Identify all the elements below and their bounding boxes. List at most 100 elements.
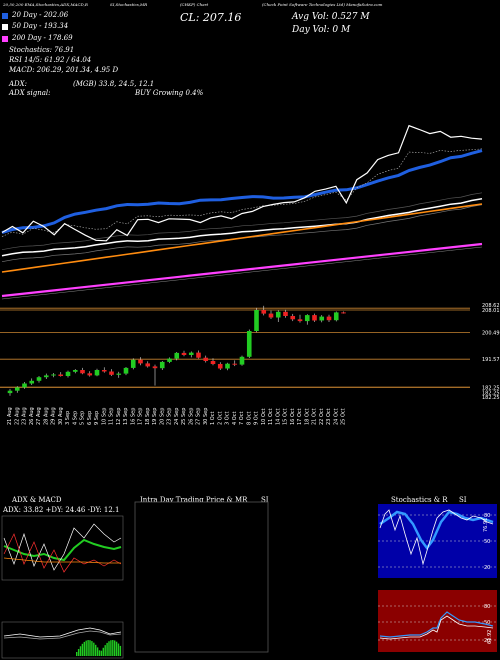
date-label: 18 Sep [145, 408, 151, 425]
date-label: 18 Oct [304, 408, 310, 425]
svg-text:80: 80 [484, 513, 490, 519]
date-label: 17 Oct [297, 408, 303, 425]
price-level-label: 208.62 [482, 303, 500, 309]
candle-body [275, 311, 281, 318]
macd-bar [100, 650, 103, 656]
macd-bar [91, 641, 93, 656]
candle-body [116, 373, 122, 375]
macd-bar [98, 650, 101, 656]
company-name: (Check Point Software Technologies Ltd) … [262, 2, 383, 7]
ema-note: 20,50,200 EMA,Stochastics,ADX,MACD,R [3, 2, 88, 7]
date-label: 26 Aug [29, 407, 35, 425]
candle-body [130, 359, 136, 368]
macd-bar [81, 643, 84, 656]
signal-line [1, 148, 483, 237]
date-label: 9 Sep [94, 411, 100, 425]
price-level-label: 182.25 [482, 390, 500, 396]
avg-volume: Avg Vol: 0.527 M [292, 12, 370, 22]
macd-bar [79, 646, 82, 656]
macd-bar [93, 642, 95, 656]
close-price: CL: 207.16 [180, 11, 242, 24]
candle-body [246, 331, 252, 357]
candle-body [36, 377, 42, 381]
chart-label: (CHKP) Chart [180, 2, 209, 7]
candle-body [145, 363, 151, 367]
date-label: 12 Sep [116, 408, 122, 425]
date-label: 26 Sep [188, 408, 194, 425]
macd-bar [110, 640, 112, 656]
date-label: 4 Oct [232, 412, 238, 425]
candle-body [14, 387, 20, 391]
macd-bar [112, 640, 114, 656]
macd-bar [83, 641, 85, 656]
candle-body [87, 373, 93, 376]
svg-text:50: 50 [484, 620, 490, 626]
candle-body [304, 315, 310, 322]
date-label: 17 Sep [138, 408, 144, 425]
candle-body [239, 356, 245, 365]
ema20-swatch [2, 13, 8, 19]
date-label: 1 Oct [210, 412, 216, 425]
date-label: 22 Oct [319, 408, 325, 425]
stoch-rsi-svg: 80 50 20 76.91 80 50 20 61.92 [378, 504, 497, 652]
candle-body [203, 357, 209, 361]
date-label: 23 Sep [167, 408, 173, 425]
price-level-label: 182.25 [482, 395, 500, 401]
macd-bar [89, 640, 91, 656]
candle-body [94, 370, 100, 376]
macd-histogram [76, 640, 122, 656]
date-label: 21 Oct [312, 408, 318, 425]
ema-long-orange-line [1, 203, 483, 273]
svg-text:20: 20 [484, 638, 490, 644]
candle-body [341, 312, 346, 314]
candle-body [283, 311, 288, 316]
date-label: 2 Oct [217, 412, 223, 425]
candle-body [72, 370, 78, 372]
candle-body [297, 319, 303, 322]
candle-body [181, 352, 187, 355]
macd-bar [96, 647, 99, 656]
date-label: 25 Oct [341, 408, 347, 425]
intraday-title: Intra Day Trading Price & MR [140, 496, 248, 504]
adx-values: (MGB) 33.8, 24.5, 12.1 [73, 80, 155, 88]
main-chart: 208.01208.62200.49191.57182.25182.25182.… [0, 124, 500, 425]
candle-body [188, 352, 194, 355]
candle-body [217, 364, 223, 369]
candle-body [123, 367, 129, 374]
adx-label: ADX: [9, 80, 28, 88]
date-label: 10 Sep [101, 408, 107, 425]
candle-body [7, 390, 13, 394]
ema200-swatch [2, 36, 8, 42]
adx-signal-label: ADX signal: [9, 89, 51, 97]
day-volume: Day Vol: 0 M [292, 25, 351, 35]
macd-bar [104, 645, 106, 656]
macd-bar [115, 641, 118, 656]
macd-bar [108, 641, 110, 656]
date-label: 25 Sep [181, 408, 187, 425]
price-levels: 208.01208.62200.49191.57182.25182.25182.… [0, 303, 500, 401]
rsi-label: RSI 14/5: 61.92 / 64.04 [9, 56, 92, 64]
candle-body [196, 352, 201, 358]
ema-area [1, 124, 483, 300]
macd-bar [117, 643, 120, 656]
date-label: 10 Oct [261, 408, 267, 425]
candle-body [138, 359, 143, 364]
candle-body [29, 380, 35, 384]
macd-bar [95, 644, 97, 656]
date-label: 30 Sep [203, 408, 209, 425]
buy-signal: BUY Growing 0.4% [135, 89, 204, 97]
date-label: 14 Oct [275, 408, 281, 425]
macd-bar [106, 642, 108, 656]
date-label: 3 Sep [65, 411, 71, 425]
price-level-label: 182.25 [482, 385, 500, 391]
date-labels: 21 Aug 22 Aug 23 Aug 26 Aug 27 Aug 28 Aug 29 A… [7, 407, 347, 425]
candle-body [319, 316, 325, 321]
candle-body [58, 374, 64, 376]
candle-body [167, 358, 172, 362]
svg-text:80: 80 [484, 604, 490, 610]
macd-bar [102, 647, 104, 656]
date-label: 8 Oct [246, 412, 252, 425]
date-label: 3 Oct [225, 412, 231, 425]
date-label: 11 Oct [268, 408, 274, 425]
candle-body [51, 374, 56, 376]
